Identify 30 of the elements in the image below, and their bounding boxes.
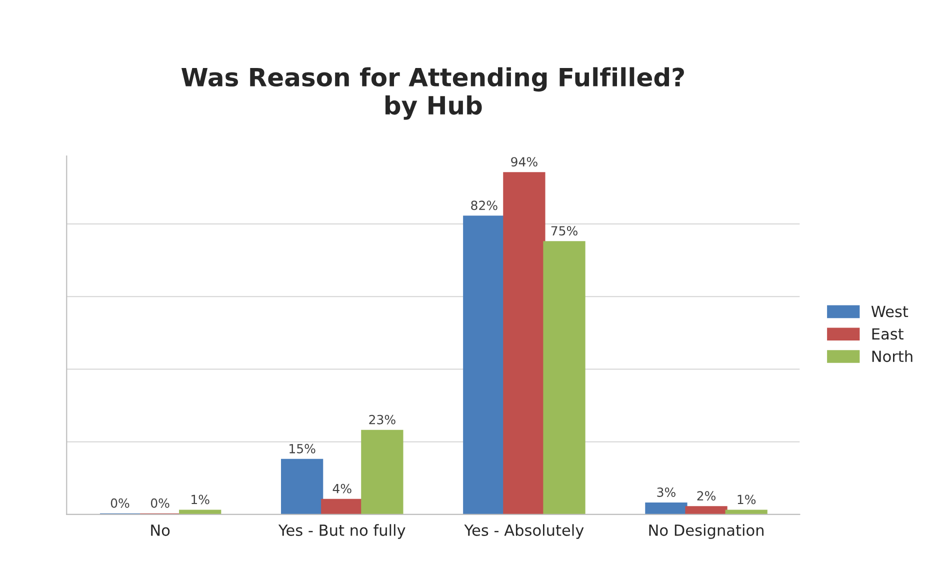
chart-title: Was Reason for Attending Fulfilled? by Hub xyxy=(181,67,684,120)
data-label: 1% xyxy=(192,494,210,504)
legend-label: East xyxy=(872,328,904,340)
legend-label: West xyxy=(871,306,908,318)
bar xyxy=(361,430,404,514)
bar xyxy=(280,458,324,514)
data-label: 1% xyxy=(738,494,756,504)
data-label: 23% xyxy=(369,414,396,424)
data-label: 2% xyxy=(697,491,716,501)
x-tick-label: No Designation xyxy=(649,524,764,539)
bar xyxy=(645,502,688,514)
x-tick-label: Yes - Absolutely xyxy=(464,524,584,539)
data-label: 3% xyxy=(657,487,676,497)
data-label: 4% xyxy=(332,484,352,494)
x-tick-label: Yes - But no fully xyxy=(278,524,406,539)
bar xyxy=(179,510,222,514)
legend-label: North xyxy=(872,350,912,362)
data-label: 82% xyxy=(471,200,498,210)
data-label: 75% xyxy=(551,226,578,236)
bar xyxy=(503,172,546,514)
bar xyxy=(543,241,586,514)
data-label: 15% xyxy=(290,444,316,454)
bar xyxy=(321,498,364,514)
bar xyxy=(685,506,728,514)
data-label: 0% xyxy=(150,498,170,508)
x-tick-label: No xyxy=(151,524,170,536)
bar xyxy=(725,510,768,514)
bar xyxy=(463,216,506,514)
data-label: 0% xyxy=(110,498,130,508)
data-label: 94% xyxy=(511,157,538,167)
